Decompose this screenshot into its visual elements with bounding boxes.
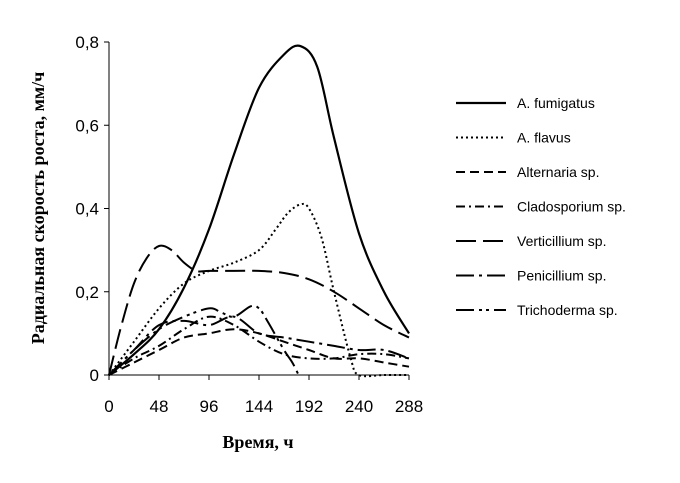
y-tick-label: 0,6 [75,116,99,135]
series-line-4 [108,315,410,376]
legend-label-7: Trichoderma sp. [517,302,618,318]
legend-label-5: Verticillium sp. [517,233,606,249]
legend-label-6: Penicillium sp. [517,268,606,284]
y-tick-label: 0,4 [75,200,99,219]
y-tick-label: 0,2 [75,283,99,302]
legend-label-4: Cladosporium sp. [517,199,626,215]
series-line-5 [108,244,410,376]
plot-area [108,44,410,378]
x-tick-label: 0 [104,397,113,416]
y-tick-label: 0 [90,366,99,385]
x-tick-label: 144 [245,397,273,416]
x-tick-label: 48 [150,397,169,416]
series-line-1 [108,44,410,376]
y-tick-label: 0,8 [75,33,99,52]
legend-label-3: Alternaria sp. [517,164,599,180]
x-tick-label: 96 [200,397,219,416]
x-tick-label: 240 [345,397,373,416]
x-tick-label: 192 [295,397,323,416]
series-line-6 [108,315,410,376]
x-tick-label: 288 [395,397,423,416]
x-axis-label: Время, ч [222,432,293,452]
tick-labels: 0 48 96 144 192 240 288 0 0,2 0,4 0,6 0,8 [75,33,423,416]
y-axis-label: Радиальная скорость роста, мм/ч [28,72,48,345]
legend-label-2: A. flavus [517,130,571,146]
series-line-7 [108,304,300,376]
legend: A. fumigatus A. flavus Alternaria sp. Clado… [456,95,626,318]
axes [104,41,410,380]
legend-label-1: A. fumigatus [517,95,595,111]
